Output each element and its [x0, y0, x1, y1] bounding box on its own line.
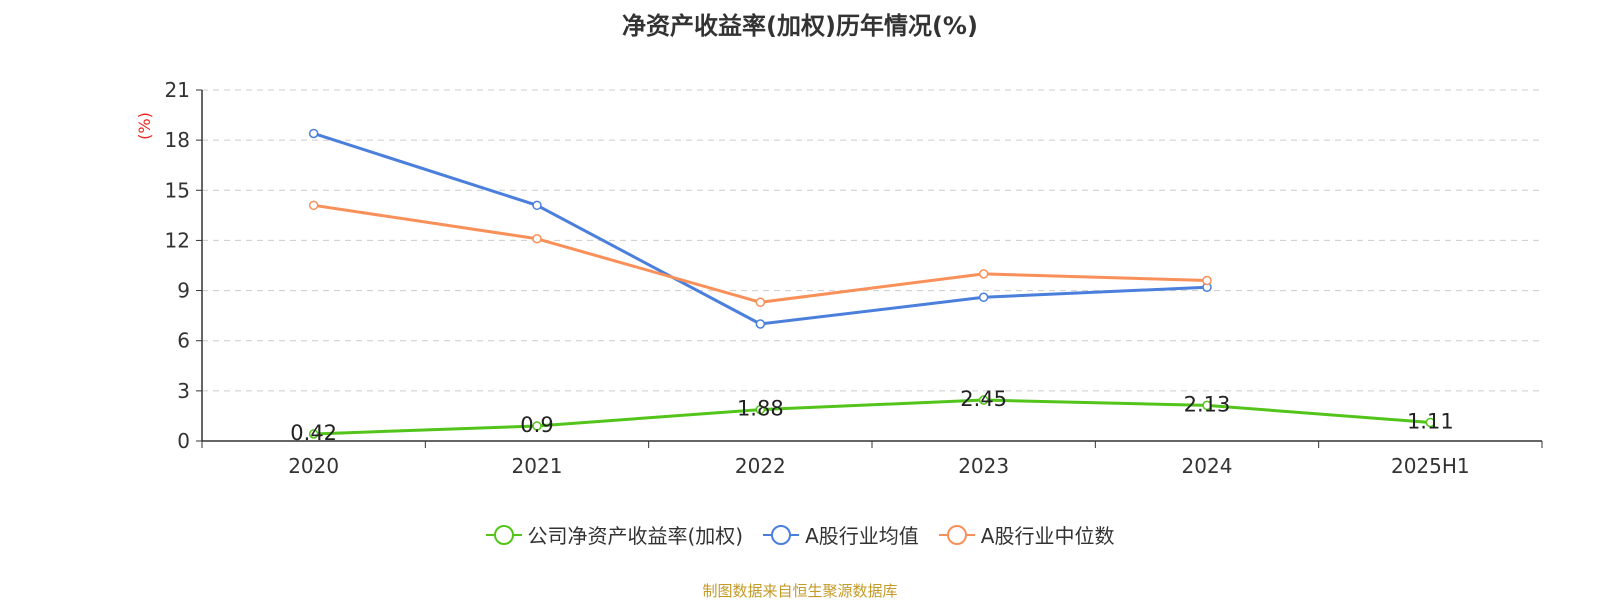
grid-lines: [202, 89, 1542, 392]
chart-title: 净资产收益率(加权)历年情况(%): [622, 12, 978, 40]
x-tick-label: 2020: [288, 454, 339, 478]
data-source-note: 制图数据来自恒生聚源数据库: [702, 582, 898, 600]
data-labels: 0.42 0.9 1.88 2.45 2.13 1.11: [290, 387, 1453, 445]
y-tick-label: 3: [177, 379, 190, 403]
data-point: [755, 297, 766, 308]
data-point: [1425, 417, 1436, 428]
data-point: [308, 429, 319, 439]
y-axis-unit-label: (%): [135, 112, 154, 140]
y-tick-label: 15: [165, 178, 190, 202]
data-point: [308, 200, 319, 211]
series: [308, 128, 1436, 439]
legend-item-average[interactable]: A股行业均值: [763, 520, 919, 549]
legend-label-average: A股行业均值: [805, 524, 919, 548]
x-tick-label: 2021: [512, 454, 563, 478]
data-label: 1.88: [737, 397, 784, 421]
series-line: [313, 398, 1431, 436]
data-point: [978, 395, 989, 405]
legend-line-circle-icon: [938, 524, 975, 545]
data-point: [308, 128, 319, 139]
data-point: [1202, 400, 1212, 411]
data-point: [1202, 275, 1212, 286]
legend-item-company[interactable]: 公司净资产收益率(加权): [485, 520, 744, 549]
legend: 公司净资产收益率(加权) A股行业均值 A股行业中位数: [0, 520, 1600, 549]
y-tick-label: 18: [165, 128, 190, 152]
y-tick-label: 6: [177, 329, 190, 353]
data-point: [755, 404, 766, 415]
legend-label-median: A股行业中位数: [980, 524, 1115, 548]
x-tick-label: 2023: [958, 454, 1009, 478]
y-tick-label: 12: [165, 228, 190, 252]
legend-line-circle-icon: [485, 524, 522, 545]
legend-item-median[interactable]: A股行业中位数: [938, 520, 1115, 549]
data-label: 0.9: [520, 413, 553, 437]
series-line: [313, 203, 1208, 304]
data-point: [755, 319, 766, 329]
data-label: 1.11: [1407, 409, 1454, 433]
y-tick-label: 21: [165, 78, 190, 102]
legend-label-company: 公司净资产收益率(加权): [527, 524, 744, 548]
data-point: [978, 292, 989, 303]
axes: 0 3 6 9 12 15 18 21 2020 2021 2022 2023 2024 2025H1 (%…: [135, 78, 1543, 478]
x-tick-label: 2024: [1182, 454, 1233, 478]
y-tick-label: 0: [177, 429, 190, 453]
series-line: [313, 132, 1208, 326]
data-label: 0.42: [290, 421, 337, 445]
x-tick-label: 2025H1: [1391, 454, 1470, 478]
data-label: 2.13: [1184, 392, 1231, 416]
data-label: 2.45: [960, 387, 1007, 411]
data-point: [532, 200, 542, 211]
x-tick-label: 2022: [735, 454, 786, 478]
legend-line-circle-icon: [763, 524, 800, 545]
data-point: [978, 269, 989, 279]
data-point: [532, 234, 542, 244]
data-point: [532, 421, 542, 431]
y-tick-label: 9: [177, 279, 190, 303]
